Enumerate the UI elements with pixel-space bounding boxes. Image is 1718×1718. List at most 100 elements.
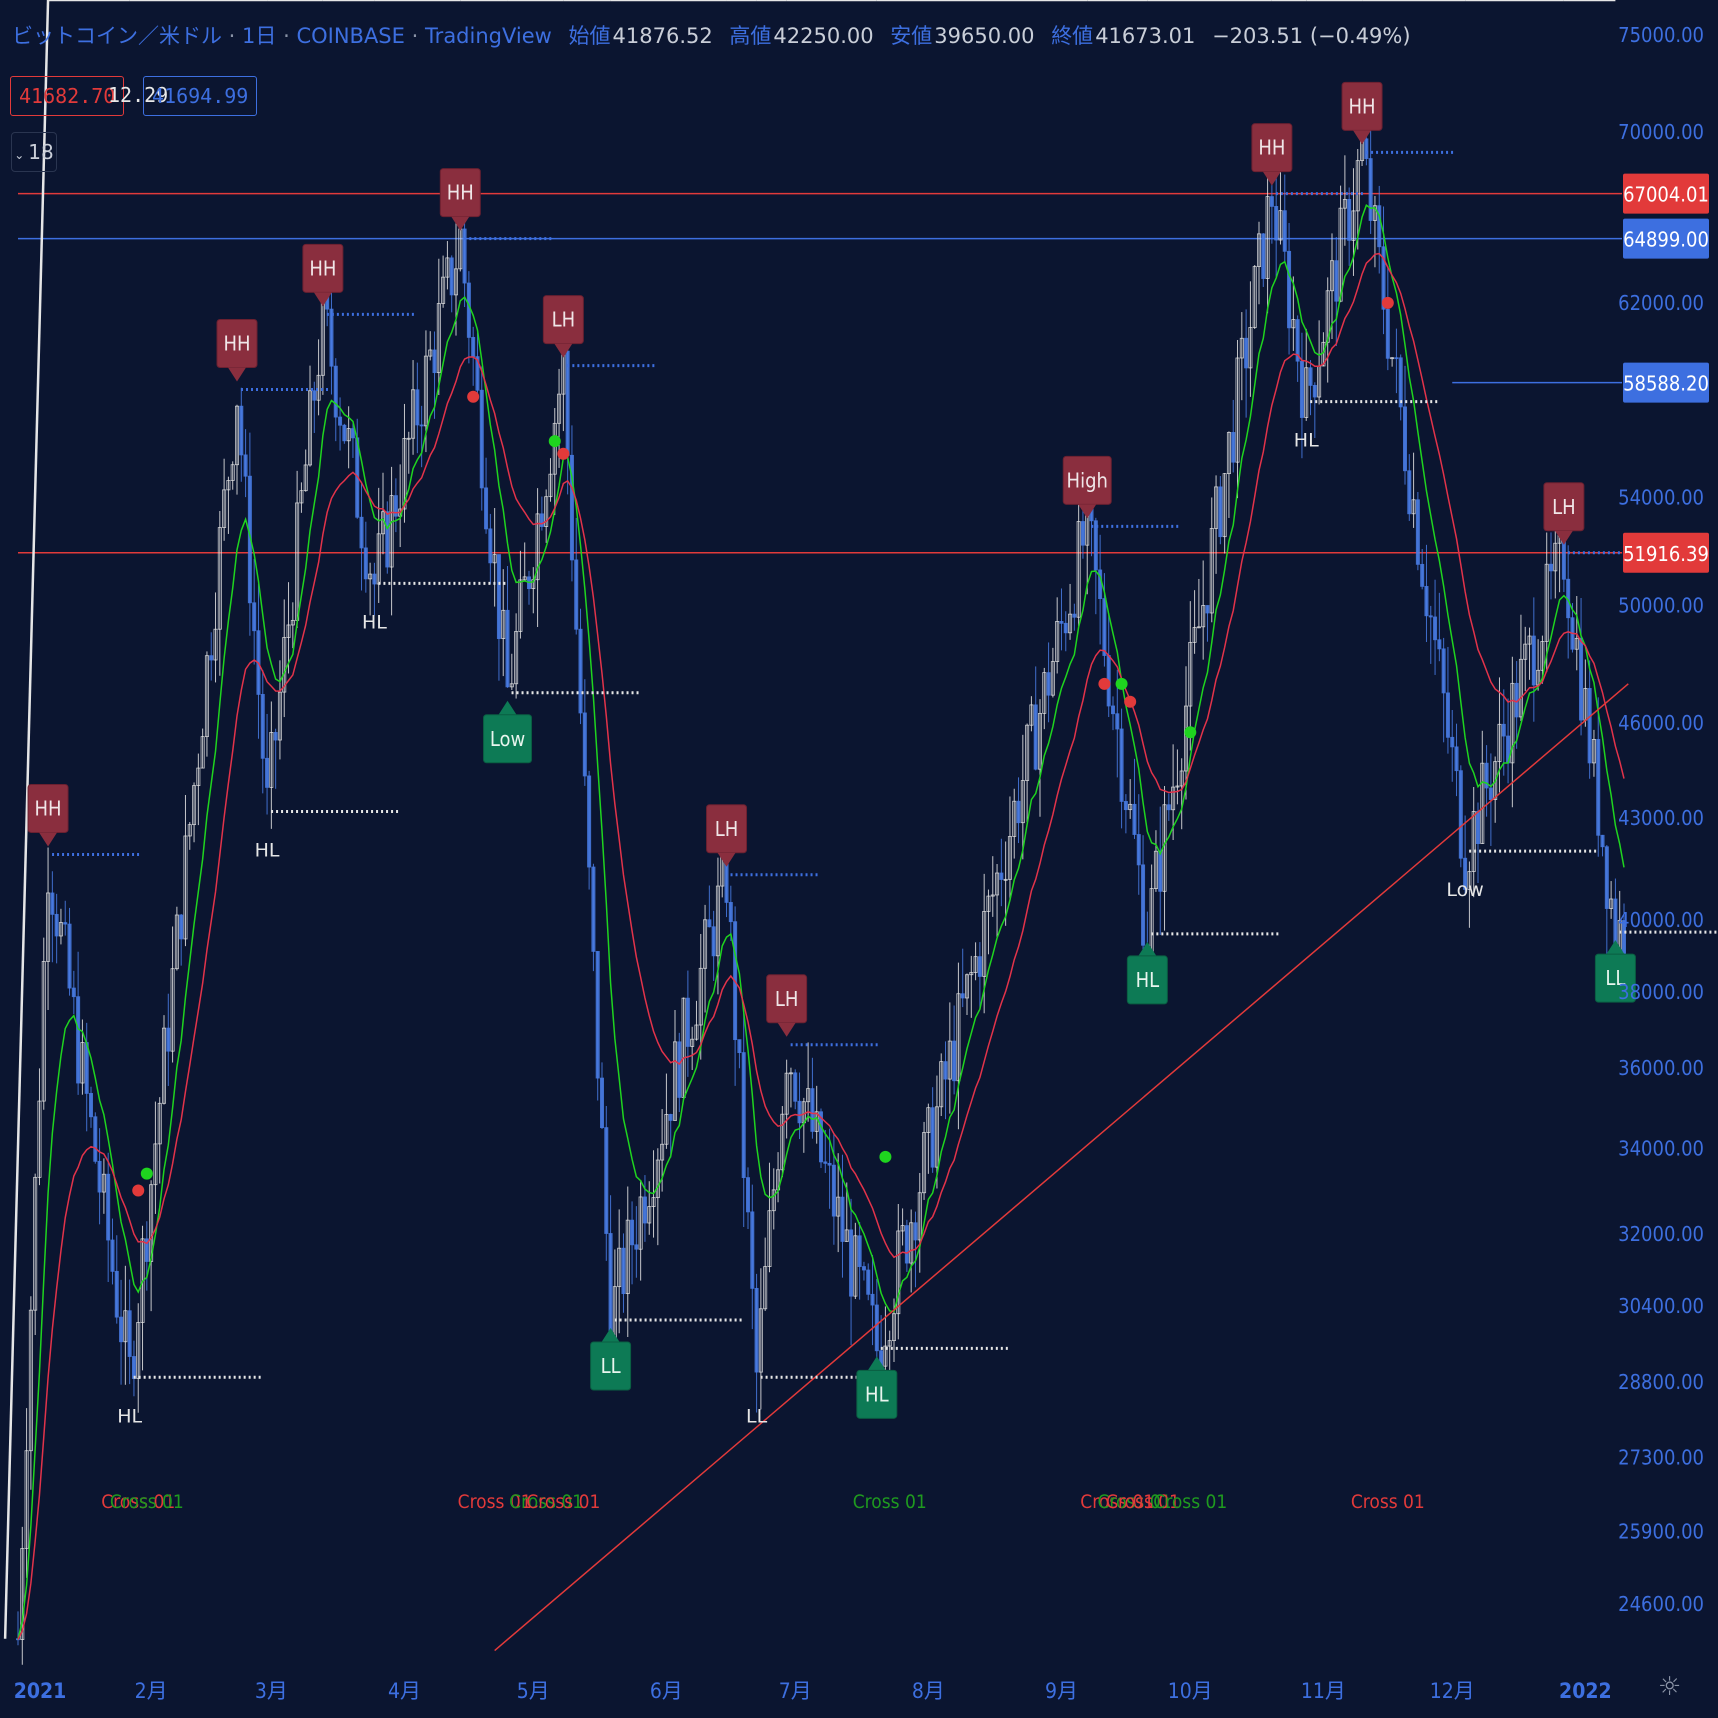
candle-body — [445, 257, 450, 278]
x-tick-label-12: 2022 — [1559, 1679, 1612, 1703]
candle-body — [389, 495, 394, 568]
candle-body — [226, 480, 231, 491]
y-tick-label-2: 62000.00 — [1618, 291, 1704, 315]
candle-body — [797, 1100, 802, 1124]
cross-label-0: Cross 01 — [101, 1491, 175, 1513]
zigzag-lines — [3, 0, 1616, 1639]
candle-body — [277, 691, 282, 741]
pivot-label-low-19: Low — [1446, 879, 1483, 901]
close-value: 41673.01 — [1095, 24, 1196, 48]
candle-body — [93, 1116, 98, 1162]
candle-body — [883, 1345, 888, 1367]
low-label: 安値 — [890, 24, 933, 48]
y-tick-label-13: 28800.00 — [1618, 1370, 1704, 1394]
gear-icon[interactable]: ☼ — [1658, 1672, 1682, 1702]
candle-body — [1441, 648, 1446, 694]
candle-body — [690, 1038, 695, 1047]
y-tick-label-3: 54000.00 — [1618, 485, 1704, 509]
candle-body — [1226, 432, 1231, 475]
indicators-collapse-button[interactable]: ⌄ 18 — [11, 132, 57, 172]
pivot-label-hl-3: HL — [255, 839, 280, 861]
trendline — [494, 683, 1629, 1652]
candle-body — [823, 1161, 828, 1164]
candle-body — [1175, 785, 1180, 788]
candle-body — [1304, 367, 1309, 418]
pivot-marker-pointer — [554, 343, 573, 358]
candle-body — [110, 1239, 115, 1272]
candle-body — [114, 1270, 119, 1318]
candle-body — [969, 972, 974, 976]
candle-body — [1269, 196, 1274, 207]
price-tag-box-0 — [1623, 173, 1709, 214]
candle-body — [1076, 521, 1081, 618]
candle-body — [1553, 542, 1558, 572]
candle-body — [1549, 563, 1554, 572]
candle-body — [1579, 637, 1584, 721]
candle-body — [1398, 357, 1403, 408]
interval[interactable]: 1日 — [242, 24, 277, 48]
candle-body — [904, 1225, 909, 1264]
candle-body — [1059, 621, 1064, 624]
candle-body — [1437, 639, 1442, 650]
candle-body — [664, 1113, 669, 1145]
candle-body — [179, 914, 184, 940]
candle-body — [1102, 598, 1107, 656]
pivot-marker-box — [856, 1369, 898, 1419]
candle-body — [926, 1107, 931, 1133]
exchange: COINBASE — [296, 24, 405, 48]
cross-point-4 — [557, 447, 570, 460]
candle-body — [333, 365, 338, 418]
candle-body — [1394, 357, 1399, 360]
candle-body — [338, 416, 343, 426]
candle-body — [1205, 605, 1210, 614]
symbol-name[interactable]: ビットコイン／米ドル — [12, 24, 222, 48]
indicator-value-red: 41682.70 — [10, 76, 125, 116]
candle-body — [46, 892, 51, 962]
candle-body — [33, 1176, 38, 1311]
candle-body — [1050, 661, 1055, 696]
candle-body — [50, 892, 55, 915]
change-value: −203.51 (−0.49%) — [1212, 24, 1411, 48]
pivot-marker-pointer — [451, 216, 470, 231]
price-tag-label-2: 58588.20 — [1623, 372, 1709, 396]
candle-body — [522, 576, 527, 581]
candle-body — [1458, 770, 1463, 859]
candle-body — [836, 1196, 841, 1217]
candle-body — [28, 1309, 33, 1452]
candle-body — [428, 349, 433, 357]
pivot-marker-pointer — [1138, 941, 1157, 956]
candle-body — [1046, 672, 1051, 696]
x-tick-label-7: 8月 — [912, 1679, 945, 1703]
candle-body — [1463, 857, 1468, 890]
candle-body — [1484, 762, 1489, 789]
pivot-marker-ll-9: LL — [590, 1327, 632, 1391]
candle-body — [630, 1219, 635, 1246]
candle-body — [329, 308, 334, 367]
pivot-marker-pointer — [39, 832, 58, 847]
pivot-label: HH — [1258, 136, 1285, 160]
candle-body — [342, 424, 347, 442]
data-source: TradingView — [424, 24, 552, 48]
candle-body — [728, 902, 733, 923]
x-tick-label-8: 9月 — [1045, 1679, 1078, 1703]
candle-body — [960, 993, 965, 999]
candle-body — [1540, 641, 1545, 671]
candle-body — [1364, 138, 1369, 159]
candle-body — [1420, 563, 1425, 587]
candle-body — [1454, 746, 1459, 772]
candle-body — [479, 389, 484, 489]
pivot-marker-hh-16: HH — [1251, 123, 1293, 186]
candle-body — [1231, 432, 1236, 463]
candle-body — [1209, 528, 1214, 614]
y-tick-label-14: 27300.00 — [1618, 1445, 1704, 1469]
pivot-marker-pointer — [1078, 504, 1097, 519]
candle-body — [1381, 246, 1386, 310]
candle-body — [922, 1132, 927, 1194]
candlesticks — [15, 101, 1627, 1665]
candle-body — [299, 490, 304, 504]
chevron-down-icon: ⌄ — [14, 148, 25, 162]
price-tag-box-2 — [1623, 362, 1709, 403]
pivot-marker-ll-21: LL — [1594, 940, 1636, 1003]
candle-body — [1355, 160, 1360, 212]
